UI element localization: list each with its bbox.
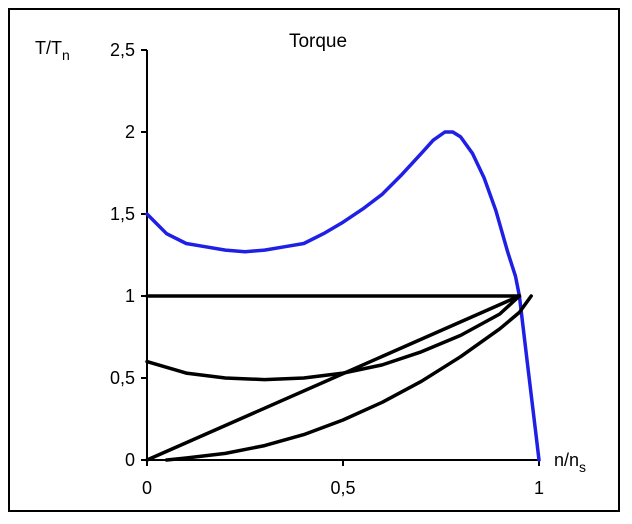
y-tick-label: 1	[125, 286, 135, 306]
y-axis-label-sub: n	[62, 47, 70, 63]
axes: 0 0,5 1 1,5 2 2,5 0 0,5 1	[110, 40, 544, 498]
series-group	[145, 130, 541, 462]
y-tick-label: 2	[125, 122, 135, 142]
x-tick-label: 0	[142, 478, 152, 498]
y-tick-label: 0	[125, 450, 135, 470]
x-axis-label-main: n/n	[554, 450, 579, 470]
y-tick-label: 0,5	[110, 368, 135, 388]
series-line-5	[164, 294, 533, 462]
x-tick-label: 1	[534, 478, 544, 498]
y-tick-label: 2,5	[110, 40, 135, 60]
series-line-1	[145, 130, 541, 462]
x-axis-label: n/ns	[554, 450, 586, 475]
chart-frame	[8, 8, 620, 512]
y-tick-label: 1,5	[110, 204, 135, 224]
series-line-4	[145, 294, 522, 462]
y-axis-label-main: T/T	[35, 38, 62, 58]
chart-title: Torque	[289, 31, 347, 52]
series-line-3	[145, 294, 522, 382]
y-axis-label: T/Tn	[35, 38, 70, 63]
x-axis-label-sub: s	[579, 459, 586, 475]
x-tick-label: 0,5	[330, 478, 355, 498]
